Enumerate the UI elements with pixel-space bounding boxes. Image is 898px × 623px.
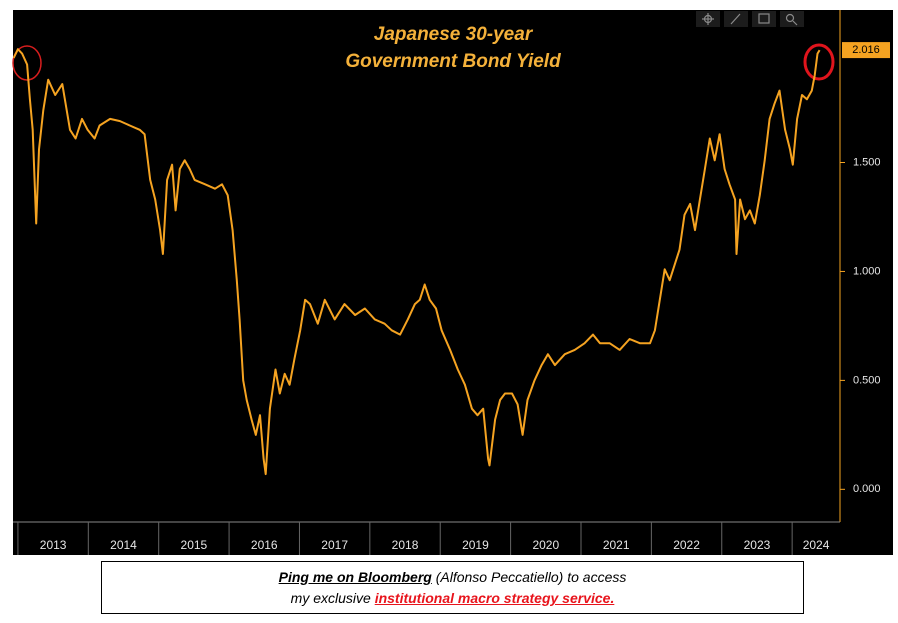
x-tick-label: 2016 (251, 538, 278, 552)
x-tick-label: 2014 (110, 538, 137, 552)
chart-background (13, 10, 893, 555)
x-tick-label: 2022 (673, 538, 700, 552)
promo-line: my exclusive institutional macro strateg… (102, 588, 803, 609)
x-tick-label: 2018 (392, 538, 419, 552)
x-tick-label: 2019 (462, 538, 489, 552)
x-tick-label: 2020 (532, 538, 559, 552)
highlight-circle (803, 43, 835, 81)
y-tick-label: 1.000 (853, 265, 881, 277)
y-tick-label: 0.000 (853, 483, 881, 495)
promo-service[interactable]: institutional macro strategy service. (374, 590, 615, 606)
promo-link[interactable]: Ping me on Bloomberg (278, 569, 432, 585)
x-tick-label: 2015 (181, 538, 208, 552)
toolbar (696, 11, 804, 27)
line (12, 48, 821, 476)
promo-line: Ping me on Bloomberg (Alfonso Peccatiell… (102, 567, 803, 588)
highlight-circle (12, 45, 42, 81)
promo-text: my exclusive (290, 590, 375, 606)
x-tick-label: 2024 (803, 538, 830, 552)
last-value-label: 2.016 (852, 44, 880, 56)
chart: Japanese 30-year Government Bond Yield 0… (12, 10, 893, 555)
x-tick-label: 2021 (603, 538, 630, 552)
x-tick-label: 2017 (321, 538, 348, 552)
promo-box: Ping me on Bloomberg (Alfonso Peccatiell… (101, 561, 804, 614)
x-tick-label: 2023 (744, 538, 771, 552)
last-value-box (842, 42, 890, 59)
chart-title: Japanese 30-year (374, 24, 534, 45)
y-tick-label: 0.500 (853, 374, 881, 386)
y-tick-label: 1.500 (853, 156, 881, 168)
chart-title: Government Bond Yield (345, 51, 561, 72)
promo-text: (Alfonso Peccatiello) to access (431, 569, 627, 585)
x-tick-label: 2013 (40, 538, 67, 552)
